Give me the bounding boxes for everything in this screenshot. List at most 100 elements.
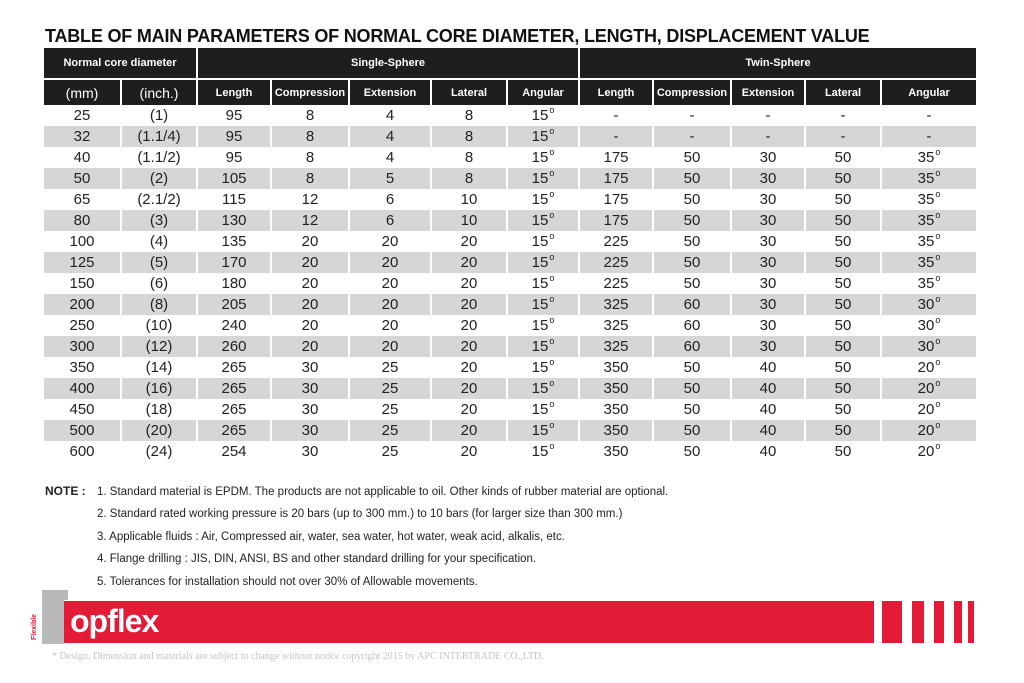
cell-value: - [613, 128, 619, 145]
column-header: Lateral [432, 78, 506, 105]
cell-value: 20 [381, 296, 399, 313]
cell-value: - [840, 128, 846, 145]
table-cell: 15o [508, 420, 578, 441]
table-cell: 15o [508, 315, 578, 336]
table-cell: 20o [882, 378, 976, 399]
table-cell: 8 [432, 126, 506, 147]
footer-disclaimer: * Design, Dimension and materials are su… [52, 651, 544, 662]
cell-value: (1.1/2) [137, 149, 181, 166]
table-cell: 100 [44, 231, 120, 252]
cell-value: 50 [834, 296, 852, 313]
brand-banner [64, 601, 874, 643]
cell-value: (1) [149, 107, 169, 124]
cell-value: 20 [301, 275, 319, 292]
table-cell: 35o [882, 210, 976, 231]
degree-symbol: o [549, 147, 555, 157]
cell-value: 30 [759, 296, 777, 313]
degree-symbol: o [935, 168, 941, 178]
table-row: 450 (18) 265 30 25 20 15o 350 50 40 50 20o [44, 399, 976, 420]
cell-value: 40 [759, 422, 777, 439]
table-cell: 20 [432, 252, 506, 273]
cell-value: 25 [381, 401, 399, 418]
table-cell: 25 [350, 420, 430, 441]
cell-value: 95 [225, 107, 243, 124]
cell-value: - [926, 128, 932, 145]
cell-value: 20 [460, 275, 478, 292]
cell-value: 35 [917, 149, 935, 166]
table-cell: 15o [508, 147, 578, 168]
cell-value: 20 [460, 422, 478, 439]
table-cell: 170 [198, 252, 270, 273]
table-cell: 12 [272, 210, 348, 231]
table-cell: 225 [580, 273, 652, 294]
table-cell: 20 [432, 441, 506, 462]
cell-value: 20 [917, 359, 935, 376]
table-cell: 15o [508, 189, 578, 210]
cell-value: 50 [834, 191, 852, 208]
table-cell: 20o [882, 399, 976, 420]
cell-value: 105 [221, 170, 247, 187]
table-cell: (5) [122, 252, 196, 273]
cell-value: 20 [460, 380, 478, 397]
column-header: (inch.) [122, 78, 196, 105]
cell-value: 40 [759, 401, 777, 418]
table-cell: 32 [44, 126, 120, 147]
degree-symbol: o [935, 231, 941, 241]
table-cell: 260 [198, 336, 270, 357]
cell-value: 30 [917, 296, 935, 313]
degree-symbol: o [935, 441, 941, 451]
table-cell: (8) [122, 294, 196, 315]
cell-value: 350 [603, 443, 629, 460]
table-cell: 30 [732, 252, 804, 273]
table-cell: 350 [44, 357, 120, 378]
note-item: 1. Standard material is EPDM. The produc… [97, 486, 669, 498]
cell-value: 50 [683, 212, 701, 229]
table-cell: (6) [122, 273, 196, 294]
table-cell: 450 [44, 399, 120, 420]
cell-value: 30 [759, 254, 777, 271]
cell-value: 12 [301, 191, 319, 208]
cell-value: 125 [69, 254, 95, 271]
cell-value: 60 [683, 338, 701, 355]
table-cell: 20 [272, 252, 348, 273]
cell-value: 50 [834, 443, 852, 460]
cell-value: 500 [69, 422, 95, 439]
table-cell: 125 [44, 252, 120, 273]
table-cell: 8 [432, 105, 506, 126]
table-cell: 20o [882, 441, 976, 462]
cell-value: 240 [221, 317, 247, 334]
column-header: Extension [732, 78, 804, 105]
table-cell: 15o [508, 168, 578, 189]
table-cell: 15o [508, 357, 578, 378]
table-cell: 15o [508, 336, 578, 357]
cell-value: (2.1/2) [137, 191, 181, 208]
banner-stripe [968, 601, 974, 643]
cell-value: 20 [460, 254, 478, 271]
table-cell: 40 [732, 357, 804, 378]
degree-symbol: o [549, 105, 555, 115]
cell-value: 50 [834, 359, 852, 376]
table-cell: 50 [654, 210, 730, 231]
cell-value: 180 [221, 275, 247, 292]
cell-value: - [689, 128, 695, 145]
cell-value: 205 [221, 296, 247, 313]
cell-value: - [689, 107, 695, 124]
cell-value: 20 [917, 401, 935, 418]
table-cell: 30o [882, 315, 976, 336]
table-cell: 105 [198, 168, 270, 189]
table-row: 200 (8) 205 20 20 20 15o 325 60 30 50 30o [44, 294, 976, 315]
degree-symbol: o [935, 336, 941, 346]
degree-symbol: o [935, 273, 941, 283]
table-cell: 10 [432, 210, 506, 231]
cell-value: 325 [603, 317, 629, 334]
cell-value: 30 [759, 212, 777, 229]
table-cell: - [580, 105, 652, 126]
cell-value: 80 [73, 212, 91, 229]
table-cell: 50 [806, 189, 880, 210]
cell-value: 265 [221, 401, 247, 418]
brand-logo: opflex [70, 603, 159, 639]
cell-value: 175 [603, 191, 629, 208]
table-cell: 30o [882, 294, 976, 315]
table-cell: 350 [580, 441, 652, 462]
table-cell: - [806, 126, 880, 147]
